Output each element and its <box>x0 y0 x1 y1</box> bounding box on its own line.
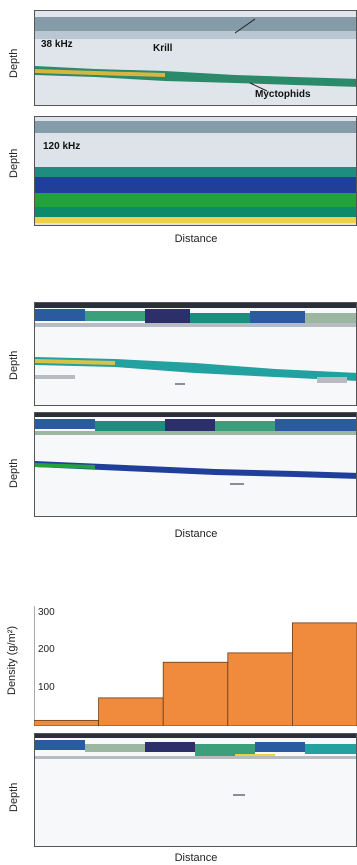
density-bar <box>98 697 164 727</box>
y-label-density: Density (g/m²) <box>6 625 18 695</box>
density-bar <box>227 652 293 727</box>
freq-label-120: 120 kHz <box>43 141 81 152</box>
y-label-depth-1: Depth <box>8 48 20 78</box>
echogram-120khz: 120 kHz <box>34 116 357 226</box>
density-chart: 100 200 300 <box>33 606 357 727</box>
y-tick-label: 300 <box>38 606 55 618</box>
annotation-myctophids: Myctophids <box>255 89 311 100</box>
classified-panel-1-svg <box>35 303 356 405</box>
classified-panel-2-svg <box>35 413 356 516</box>
y-tick-label: 200 <box>38 644 55 655</box>
x-label-distance-2: Distance <box>174 528 218 540</box>
annotation-krill: Krill <box>153 43 173 54</box>
density-bar <box>291 622 357 727</box>
y-label-depth-5: Depth <box>8 782 20 812</box>
x-label-distance-3: Distance <box>174 852 218 864</box>
echogram-bottom-svg <box>35 734 356 846</box>
density-bar <box>162 661 229 727</box>
y-label-depth-2: Depth <box>8 148 20 178</box>
density-bar <box>33 719 99 727</box>
echogram-bottom <box>34 733 357 847</box>
y-label-depth-4: Depth <box>8 458 20 488</box>
freq-label-38: 38 kHz <box>41 39 73 50</box>
classified-panel-1 <box>34 302 357 406</box>
echogram-120khz-svg <box>35 117 356 225</box>
echogram-38khz-svg <box>35 11 356 105</box>
density-bar-svg <box>33 606 357 727</box>
classified-panel-2 <box>34 412 357 517</box>
x-label-distance-1: Distance <box>174 233 218 245</box>
echogram-38khz: 38 kHz Krill Myctophids <box>34 10 357 106</box>
y-tick-label: 100 <box>38 681 55 693</box>
y-label-depth-3: Depth <box>8 350 20 380</box>
